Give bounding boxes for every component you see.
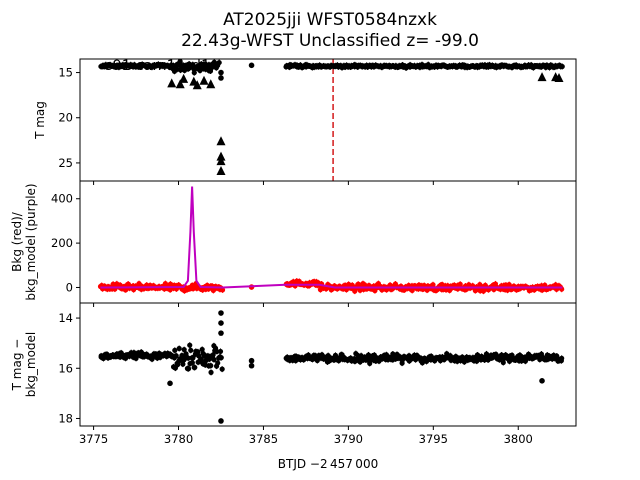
y-tick-label: 0 — [66, 280, 73, 294]
axes-frame — [79, 58, 577, 182]
data-point — [190, 62, 196, 68]
x-axis-label: BTJD −2 457 000 — [278, 457, 378, 471]
panel-top: 15 20 25 T mag s91 cam1ccd1 — [33, 58, 577, 185]
data-point — [218, 330, 224, 336]
data-point — [218, 75, 224, 81]
y-tick-label: 400 — [51, 192, 73, 206]
y-axis-label-line-1: T mag − — [10, 339, 24, 392]
y-axis-label: T mag — [33, 101, 47, 140]
data-point — [218, 320, 224, 326]
data-point — [559, 63, 565, 70]
upper-limit-marker — [216, 151, 226, 161]
bkg-model-line — [100, 186, 563, 289]
data-point — [189, 360, 195, 366]
data-point — [215, 360, 221, 366]
axes-frame — [79, 302, 577, 427]
data-point — [188, 347, 194, 353]
upper-limit-marker — [167, 78, 177, 88]
data-point — [187, 342, 193, 348]
data-point — [185, 366, 192, 372]
upper-limit-marker — [179, 73, 189, 83]
y-tick-label: 16 — [58, 361, 73, 375]
upper-limit-marker — [537, 72, 547, 82]
data-point — [208, 363, 214, 369]
data-point — [217, 348, 224, 355]
data-point — [218, 418, 224, 424]
data-point — [248, 362, 255, 369]
data-point — [218, 355, 224, 361]
data-point — [219, 366, 225, 372]
plot-area — [98, 59, 565, 181]
y-tick-label: 200 — [51, 236, 73, 250]
panel-middle: 0 200 400 Bkg (red)/bkg_model (purple) — [10, 180, 577, 307]
y-axis-label-line-1: Bkg (red)/ — [10, 211, 24, 272]
y-tick-label: 18 — [58, 411, 73, 425]
upper-limit-marker — [554, 72, 564, 82]
y-tick-label: 14 — [58, 311, 73, 325]
upper-limit-marker — [199, 75, 209, 85]
y-axis-label-line-2: bkg_model — [24, 332, 38, 398]
x-tick-label: 3790 — [334, 432, 363, 446]
data-point — [185, 355, 191, 361]
data-point — [248, 357, 255, 364]
data-point — [216, 59, 222, 66]
upper-limit-marker — [206, 79, 216, 89]
data-point — [190, 355, 196, 361]
data-point — [192, 364, 198, 371]
data-point — [500, 359, 506, 366]
panel-bottom: 14 16 18 3775 3780 3785 3790 3795 3800 T mag − bkg… — [10, 302, 577, 471]
plot-area — [97, 186, 565, 295]
data-point — [248, 62, 255, 69]
upper-limit-marker — [216, 156, 226, 166]
data-point — [172, 347, 178, 353]
y-tick-label: 15 — [58, 66, 73, 80]
data-point — [208, 369, 214, 375]
title-line-2: 22.43g-WFST Unclassified z= -99.0 — [181, 31, 479, 51]
data-point — [183, 351, 189, 357]
upper-limit-marker — [175, 79, 185, 89]
upper-limit-marker — [216, 166, 226, 176]
chart-title: AT2025jji WFST0584nzxk 22.43g-WFST Uncla… — [0, 10, 640, 52]
data-point — [167, 380, 173, 387]
data-point — [559, 355, 565, 361]
data-point — [176, 345, 182, 352]
title-line-1: AT2025jji WFST0584nzxk — [223, 10, 437, 30]
x-tick-label: 3780 — [164, 432, 193, 446]
upper-limit-marker — [216, 136, 226, 146]
data-point — [173, 353, 179, 359]
data-point — [218, 69, 224, 76]
x-tick-label: 3800 — [504, 432, 533, 446]
panel-annotation: s91 cam1ccd1 — [105, 58, 210, 74]
y-tick-label: 20 — [58, 111, 73, 125]
y-axis-label-line-2: bkg_model (purple) — [24, 183, 38, 300]
y-tick-label: 25 — [58, 156, 73, 170]
upper-limit-marker — [192, 80, 202, 90]
data-point — [211, 357, 217, 363]
data-point — [177, 59, 183, 64]
x-tick-label: 3775 — [79, 432, 108, 446]
plot-area — [98, 310, 565, 424]
data-point — [539, 378, 545, 384]
x-tick-label: 3785 — [249, 432, 278, 446]
data-point — [195, 349, 201, 355]
bkg-point — [219, 287, 226, 293]
data-point — [181, 347, 187, 353]
data-point — [218, 310, 224, 316]
upper-limit-marker — [220, 180, 222, 181]
x-tick-label: 3795 — [419, 432, 448, 446]
